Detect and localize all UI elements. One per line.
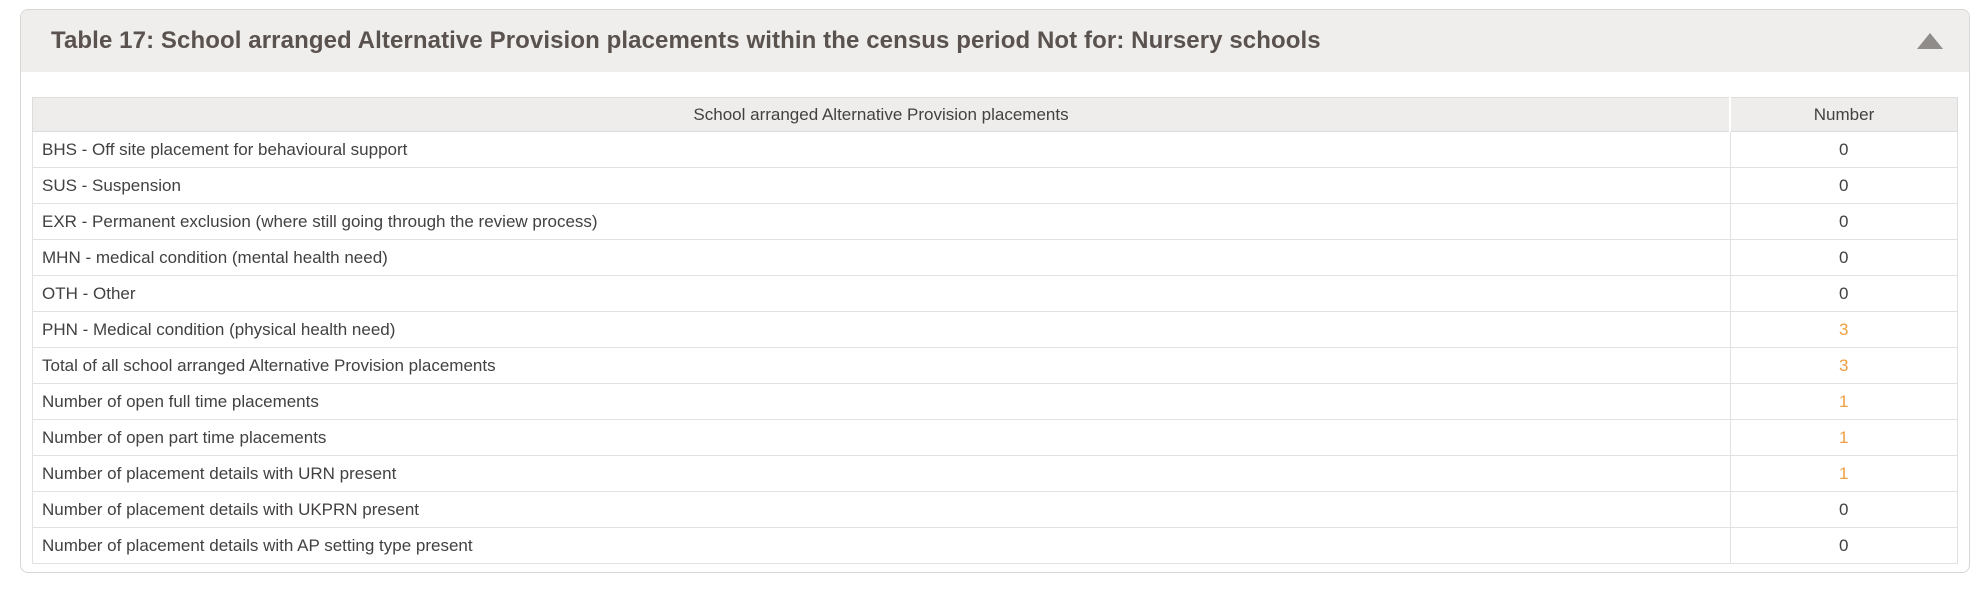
column-header-placements: School arranged Alternative Provision pl… bbox=[32, 97, 1731, 132]
panel-title: Table 17: School arranged Alternative Pr… bbox=[51, 27, 1321, 54]
row-value: 0 bbox=[1729, 239, 1958, 276]
column-header-number: Number bbox=[1729, 97, 1958, 132]
panel-header[interactable]: Table 17: School arranged Alternative Pr… bbox=[21, 10, 1969, 72]
ap-placements-table: School arranged Alternative Provision pl… bbox=[32, 97, 1958, 564]
row-value: 1 bbox=[1729, 455, 1958, 492]
table-row: Number of open part time placements 1 bbox=[32, 419, 1958, 456]
panel-body: School arranged Alternative Provision pl… bbox=[21, 72, 1969, 572]
row-label: Number of open part time placements bbox=[32, 419, 1731, 456]
row-label: SUS - Suspension bbox=[32, 167, 1731, 204]
row-value: 0 bbox=[1729, 167, 1958, 204]
table-row: Number of placement details with AP sett… bbox=[32, 527, 1958, 564]
row-value: 0 bbox=[1729, 203, 1958, 240]
row-label: OTH - Other bbox=[32, 275, 1731, 312]
table-row: BHS - Off site placement for behavioural… bbox=[32, 131, 1958, 168]
table-header-row: School arranged Alternative Provision pl… bbox=[32, 97, 1958, 132]
row-value: 3 bbox=[1729, 347, 1958, 384]
table-row: EXR - Permanent exclusion (where still g… bbox=[32, 203, 1958, 240]
row-label: PHN - Medical condition (physical health… bbox=[32, 311, 1731, 348]
row-label: Number of open full time placements bbox=[32, 383, 1731, 420]
table-row: OTH - Other 0 bbox=[32, 275, 1958, 312]
table-row: Number of placement details with URN pre… bbox=[32, 455, 1958, 492]
collapse-arrow-icon[interactable] bbox=[1917, 33, 1943, 49]
row-value: 0 bbox=[1729, 275, 1958, 312]
row-label: MHN - medical condition (mental health n… bbox=[32, 239, 1731, 276]
row-label: BHS - Off site placement for behavioural… bbox=[32, 131, 1731, 168]
row-value: 0 bbox=[1729, 491, 1958, 528]
table-row: Number of open full time placements 1 bbox=[32, 383, 1958, 420]
row-label: Number of placement details with URN pre… bbox=[32, 455, 1731, 492]
row-label: Number of placement details with UKPRN p… bbox=[32, 491, 1731, 528]
table-row: Total of all school arranged Alternative… bbox=[32, 347, 1958, 384]
row-value: 1 bbox=[1729, 383, 1958, 420]
table-row: SUS - Suspension 0 bbox=[32, 167, 1958, 204]
row-value: 0 bbox=[1729, 527, 1958, 564]
row-value: 3 bbox=[1729, 311, 1958, 348]
row-label: Number of placement details with AP sett… bbox=[32, 527, 1731, 564]
table-row: MHN - medical condition (mental health n… bbox=[32, 239, 1958, 276]
row-label: Total of all school arranged Alternative… bbox=[32, 347, 1731, 384]
row-label: EXR - Permanent exclusion (where still g… bbox=[32, 203, 1731, 240]
row-value: 1 bbox=[1729, 419, 1958, 456]
table-17-panel: Table 17: School arranged Alternative Pr… bbox=[20, 9, 1970, 573]
table-row: PHN - Medical condition (physical health… bbox=[32, 311, 1958, 348]
table-row: Number of placement details with UKPRN p… bbox=[32, 491, 1958, 528]
row-value: 0 bbox=[1729, 131, 1958, 168]
